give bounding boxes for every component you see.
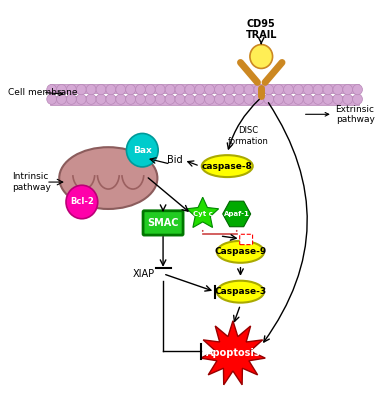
Circle shape (264, 94, 274, 104)
Text: Apaf-1: Apaf-1 (224, 211, 250, 217)
Circle shape (215, 84, 224, 95)
Circle shape (66, 84, 76, 95)
Circle shape (96, 84, 106, 95)
Circle shape (165, 84, 175, 95)
Circle shape (274, 84, 283, 95)
Text: Caspase-3: Caspase-3 (215, 287, 266, 296)
Ellipse shape (217, 281, 264, 303)
Ellipse shape (217, 241, 264, 263)
Circle shape (76, 94, 86, 104)
Circle shape (165, 94, 175, 104)
Circle shape (244, 84, 254, 95)
Circle shape (313, 84, 323, 95)
Circle shape (146, 84, 155, 95)
Circle shape (86, 84, 96, 95)
Circle shape (136, 84, 146, 95)
Circle shape (333, 84, 343, 95)
Ellipse shape (59, 147, 157, 209)
Text: Bcl-2: Bcl-2 (70, 198, 94, 206)
Circle shape (205, 94, 215, 104)
Bar (50, 84, 359, 93)
Polygon shape (223, 201, 251, 227)
Circle shape (76, 84, 86, 95)
Circle shape (224, 84, 234, 95)
Circle shape (106, 94, 116, 104)
Circle shape (313, 94, 323, 104)
Circle shape (155, 84, 165, 95)
Circle shape (116, 84, 126, 95)
Circle shape (106, 84, 116, 95)
Circle shape (323, 84, 333, 95)
Circle shape (352, 94, 362, 104)
Circle shape (224, 94, 234, 104)
Circle shape (116, 94, 126, 104)
Circle shape (333, 94, 343, 104)
Circle shape (254, 94, 264, 104)
Circle shape (254, 84, 264, 95)
Circle shape (126, 84, 136, 95)
Text: Bax: Bax (133, 146, 152, 155)
Circle shape (274, 94, 283, 104)
FancyBboxPatch shape (143, 211, 183, 235)
Circle shape (234, 84, 244, 95)
Polygon shape (200, 321, 265, 385)
Circle shape (343, 84, 352, 95)
Circle shape (293, 84, 303, 95)
Text: caspase-8: caspase-8 (202, 162, 253, 171)
Circle shape (47, 84, 56, 95)
Circle shape (66, 185, 98, 219)
Polygon shape (187, 197, 219, 228)
Circle shape (244, 94, 254, 104)
Circle shape (96, 94, 106, 104)
Circle shape (264, 84, 274, 95)
Text: XIAP: XIAP (133, 269, 155, 279)
Circle shape (146, 94, 155, 104)
Circle shape (352, 84, 362, 95)
Circle shape (323, 94, 333, 104)
Text: Intrinsic
pathway: Intrinsic pathway (12, 172, 51, 192)
Text: Cell membrane: Cell membrane (8, 88, 78, 97)
Circle shape (185, 84, 195, 95)
Circle shape (234, 94, 244, 104)
Text: CD95
TRAIL: CD95 TRAIL (246, 19, 277, 40)
Circle shape (195, 84, 205, 95)
Circle shape (127, 134, 158, 167)
Circle shape (66, 94, 76, 104)
Circle shape (195, 94, 205, 104)
Circle shape (293, 94, 303, 104)
Circle shape (47, 94, 56, 104)
Text: DISC
formation: DISC formation (228, 126, 268, 146)
Text: Bid: Bid (167, 155, 182, 165)
Bar (50, 96, 359, 105)
Circle shape (303, 84, 313, 95)
Text: Extrinsic
pathway: Extrinsic pathway (305, 104, 374, 124)
Text: SMAC: SMAC (147, 218, 179, 228)
FancyBboxPatch shape (240, 234, 252, 245)
Circle shape (283, 84, 293, 95)
Circle shape (343, 94, 352, 104)
Text: Cyt c: Cyt c (193, 211, 213, 217)
Circle shape (205, 84, 215, 95)
Text: Apoptosis: Apoptosis (206, 348, 260, 358)
Circle shape (86, 94, 96, 104)
Circle shape (136, 94, 146, 104)
Circle shape (283, 94, 293, 104)
Circle shape (56, 94, 66, 104)
Circle shape (155, 94, 165, 104)
Circle shape (175, 94, 185, 104)
Circle shape (175, 84, 185, 95)
Circle shape (185, 94, 195, 104)
Ellipse shape (202, 155, 253, 177)
Circle shape (56, 84, 66, 95)
Text: Caspase-9: Caspase-9 (215, 247, 266, 256)
Circle shape (215, 94, 224, 104)
Circle shape (126, 94, 136, 104)
Circle shape (250, 44, 273, 68)
Circle shape (303, 94, 313, 104)
